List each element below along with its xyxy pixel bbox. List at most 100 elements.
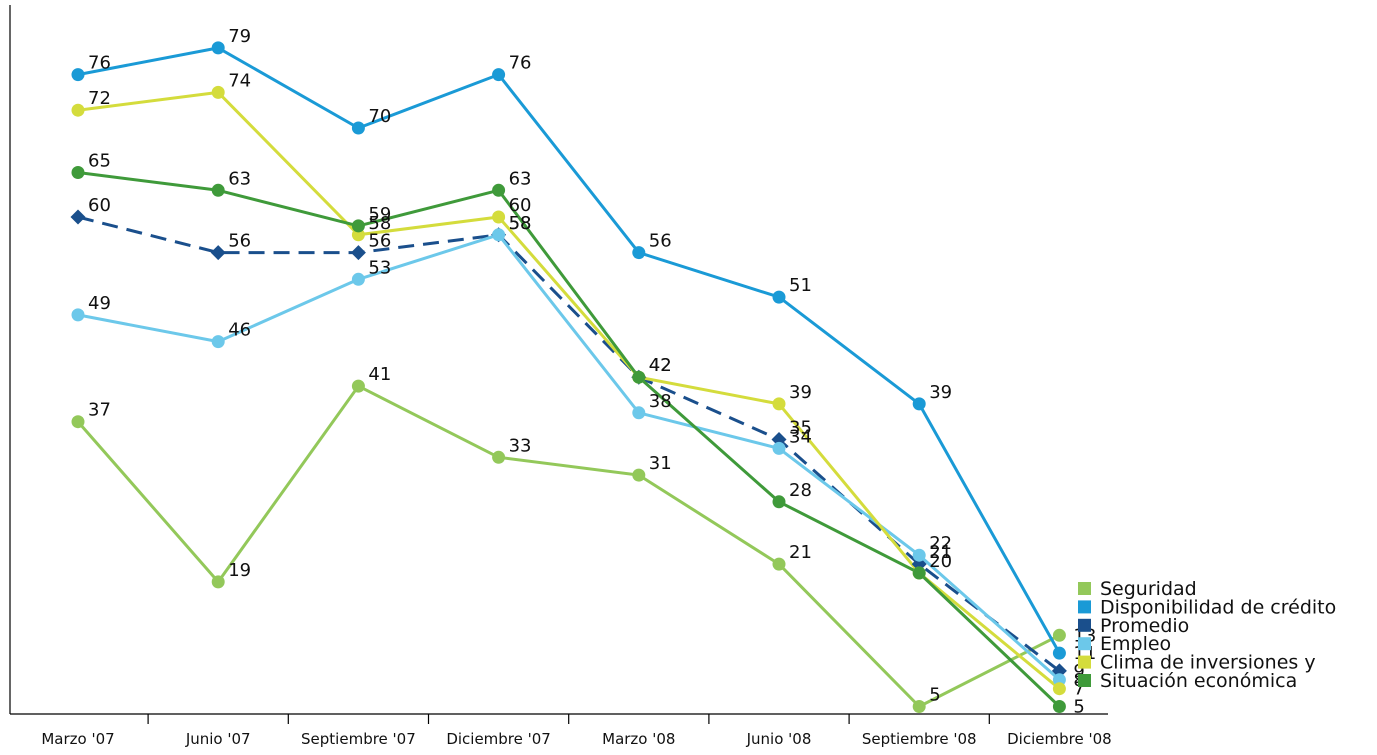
data-label: 56 [228, 231, 251, 252]
data-point [1052, 673, 1066, 687]
x-tick-label: Septiembre '08 [862, 730, 977, 748]
x-tick-label: Junio '08 [746, 730, 812, 748]
legend-label: Disponibilidad de crédito [1100, 596, 1336, 618]
series-line [77, 171, 1061, 708]
data-point [210, 245, 226, 261]
data-point [492, 210, 506, 224]
data-point [351, 379, 365, 393]
data-point [351, 219, 365, 233]
legend-swatch [1078, 618, 1091, 632]
data-label: 51 [789, 275, 812, 296]
x-tick-label: Marzo '08 [602, 730, 675, 748]
data-point [772, 397, 786, 411]
data-point [772, 495, 786, 509]
data-label: 70 [368, 106, 391, 127]
data-label: 33 [509, 435, 532, 456]
data-point [632, 468, 646, 482]
data-label: 39 [789, 382, 812, 403]
data-point [1052, 628, 1066, 642]
data-label: 5 [929, 685, 940, 706]
x-tick-label: Diciembre '08 [1007, 730, 1112, 748]
data-point [912, 700, 926, 713]
data-point [912, 548, 926, 562]
data-label: 65 [88, 151, 111, 172]
data-point [71, 103, 85, 117]
series-line [77, 46, 1061, 654]
data-label: 41 [368, 364, 391, 385]
data-label: 5 [1073, 697, 1084, 718]
legend-swatch [1078, 637, 1091, 651]
data-label: 63 [509, 168, 532, 189]
data-label: 9 [1073, 661, 1084, 682]
data-point [632, 406, 646, 420]
legend-swatch [1078, 674, 1091, 687]
data-label: 21 [929, 542, 952, 563]
x-tick-label: Marzo '07 [41, 730, 114, 748]
data-point [71, 166, 85, 179]
data-point [1052, 646, 1066, 660]
data-point [71, 308, 85, 322]
data-label: 74 [228, 70, 251, 91]
data-label: 58 [368, 213, 391, 234]
data-label: 19 [228, 560, 251, 581]
data-point [71, 415, 85, 429]
data-label: 35 [789, 418, 812, 439]
legend-swatch [1078, 655, 1091, 669]
data-point [632, 246, 646, 260]
x-tick-label: Diciembre '07 [446, 730, 551, 748]
data-point [70, 209, 86, 225]
legend-swatch [1078, 582, 1091, 595]
data-point [351, 121, 365, 135]
data-label: 28 [789, 480, 812, 501]
data-label: 58 [509, 213, 532, 234]
data-label: 56 [368, 231, 391, 252]
series-markers [70, 41, 1067, 713]
data-label: 58 [509, 213, 532, 234]
data-label: 72 [88, 88, 111, 109]
data-label: 49 [88, 293, 111, 314]
data-point [632, 370, 646, 384]
data-point [912, 566, 926, 580]
data-label: 63 [228, 168, 251, 189]
legend-label: Promedio [1100, 615, 1189, 637]
data-point [1052, 682, 1066, 696]
data-point [772, 441, 786, 455]
data-point [211, 335, 225, 349]
data-label: 79 [228, 26, 251, 47]
series-line [77, 90, 1061, 690]
data-label: 21 [789, 542, 812, 563]
data-point [912, 397, 926, 411]
data-label: 59 [368, 204, 391, 225]
data-point [772, 557, 786, 571]
legend-label: Empleo [1100, 633, 1171, 655]
data-point [71, 68, 85, 82]
axes: Marzo '07 Junio '07 Septiembre '07 Diciembr… [9, 5, 1112, 748]
data-point [492, 68, 506, 82]
data-label: 53 [368, 257, 391, 278]
data-label: 20 [929, 551, 952, 572]
data-point [351, 228, 365, 242]
data-label: 38 [649, 391, 672, 412]
data-point [211, 41, 225, 55]
data-label: 7 [1073, 679, 1084, 700]
data-label: 76 [509, 53, 532, 74]
data-label: 46 [228, 320, 251, 341]
data-label: 42 [649, 355, 672, 376]
data-point [211, 575, 225, 589]
data-point [772, 290, 786, 304]
data-label: 37 [88, 400, 111, 421]
data-point [1052, 700, 1066, 713]
x-tick-label: Septiembre '07 [301, 730, 416, 748]
data-label: 60 [88, 195, 111, 216]
data-label: 31 [649, 453, 672, 474]
legend-label: Clima de inversiones y [1100, 652, 1316, 674]
series-lines [76, 46, 1061, 708]
data-label: 34 [789, 426, 812, 447]
legend-label: Seguridad [1100, 578, 1197, 600]
x-tick-label: Junio '07 [185, 730, 251, 748]
legend-swatch [1078, 600, 1091, 614]
